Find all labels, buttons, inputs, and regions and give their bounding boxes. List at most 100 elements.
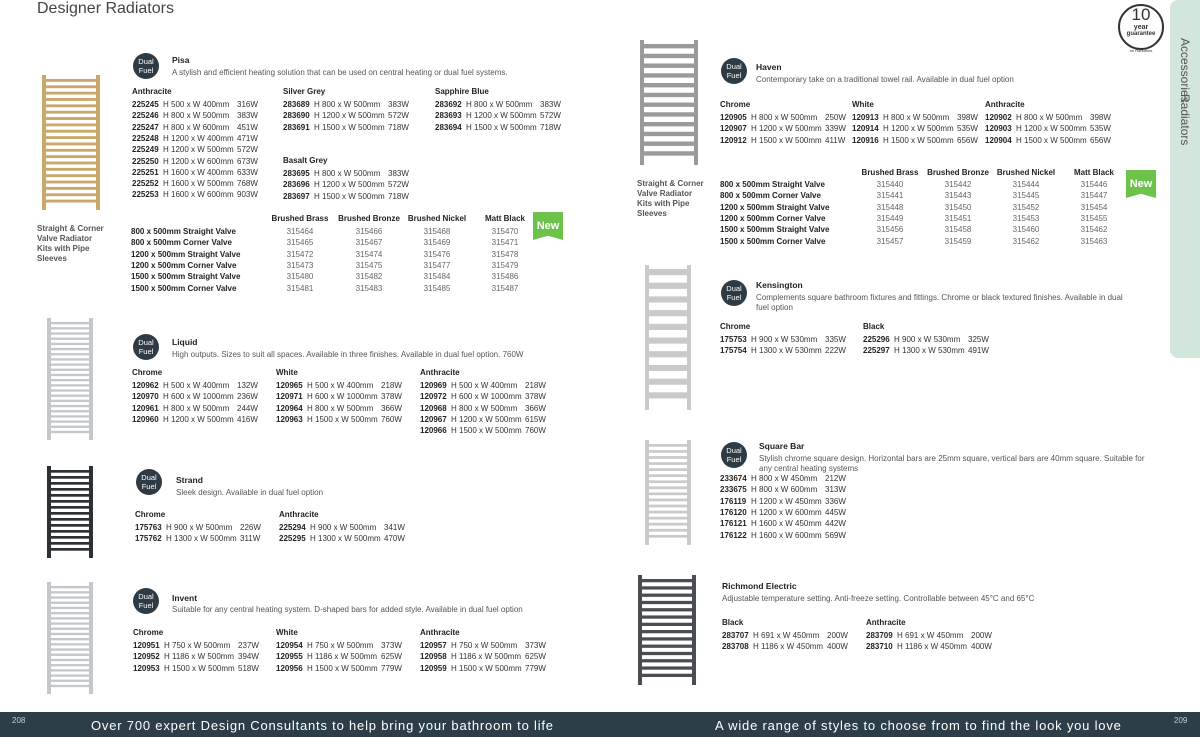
product-size: H 600 x W 1000mm [307,392,378,402]
column-heading: Anthracite [866,618,906,627]
column-heading: White [852,100,874,109]
product-description: Suitable for any central heating system.… [172,605,523,614]
product-description: Complements square bathroom fixtures and… [756,293,1123,312]
product-output: 313W [825,485,846,495]
kit-code: 315482 [355,272,383,282]
product-size: H 1200 x W 500mm [163,145,234,155]
product-output: 779W [525,663,546,673]
product-output: 325W [968,335,989,344]
product-size: H 500 x W 400mm [163,100,230,109]
kit-row-label: 1500 x 500mm Straight Valve [131,272,241,282]
product-code: 120912 [720,135,747,145]
product-size: H 1600 x W 500mm [163,179,234,189]
product-code: 225245 [132,100,159,109]
kit-code: 315476 [423,249,451,259]
product-size: H 1200 x W 500mm [1016,124,1087,134]
product-code: 120952 [133,652,160,662]
product-description: High outputs. Sizes to suit all spaces. … [172,350,524,359]
product-size: H 1500 x W 500mm [314,122,385,132]
kit-code: 315462 [1080,225,1108,235]
product-size: H 1200 x W 500mm [883,124,954,134]
product-size: H 1500 x W 500mm [307,663,378,673]
product-code: 120967 [420,414,447,424]
kit-heading: Matt Black [1073,168,1115,177]
kit-code: 315443 [944,191,972,201]
guarantee-line: on Radiators [1129,48,1153,53]
product-image [638,575,696,685]
product-output: 760W [381,414,402,424]
product-output: 572W [540,111,561,121]
product-output: 212W [825,474,846,483]
product-size: H 1200 x W 600mm [751,507,822,517]
product-output: 760W [525,426,546,436]
product-name: Liquid [172,337,198,347]
column-heading: Black [722,618,744,627]
product-output: 572W [388,180,409,190]
kit-code: 315446 [1080,180,1108,189]
product-size: H 1200 x W 500mm [314,180,385,190]
column-heading: Chrome [132,368,163,377]
product-code: 120958 [420,652,447,662]
product-size: H 800 x W 500mm [314,100,381,109]
page-number: 209 [1174,716,1188,725]
product-code: 233674 [720,474,747,483]
product-code: 120966 [420,426,447,436]
kit-row-label: 800 x 500mm Straight Valve [131,227,236,236]
product-code: 283689 [283,100,310,109]
kit-code: 315472 [286,249,314,259]
kit-heading: Matt Black [484,214,526,223]
product-output: 673W [237,156,258,166]
product-output: 779W [381,663,402,673]
dual-fuel-badge: Dual Fuel [133,334,159,360]
side-tab [1170,0,1200,358]
product-code: 283707 [722,631,749,640]
product-output: 411W [825,135,846,145]
product-output: 625W [381,652,402,662]
dual-fuel-badge: Dual Fuel [133,588,159,614]
product-output: 451W [237,122,258,132]
product-code: 120913 [852,113,879,122]
product-name: Invent [172,593,198,603]
product-output: 518W [238,663,259,673]
product-output: 226W [240,523,261,532]
product-output: 400W [971,642,992,652]
side-tab-top: Accessories [1178,38,1192,103]
product-code: 225294 [279,523,306,532]
product-code: 120959 [420,663,447,673]
kit-code: 315475 [355,260,383,270]
product-code: 225251 [132,167,159,177]
kit-code: 315487 [491,283,519,293]
product-code: 283697 [283,191,310,201]
kit-code: 315468 [423,227,451,236]
kit-code: 315460 [1012,225,1040,235]
product-output: 383W [388,100,409,109]
column-heading: Anthracite [420,368,460,377]
kit-code: 315442 [944,180,972,189]
kit-code: 315477 [423,260,451,270]
product-code: 225250 [132,156,159,166]
product-code: 120957 [420,641,447,650]
product-output: 535W [1090,124,1111,134]
product-code: 120903 [985,124,1012,134]
product-size: H 1500 x W 500mm [314,191,385,201]
product-output: 625W [525,652,546,662]
product-output: 373W [525,641,546,650]
product-size: H 1500 x W 500mm [164,663,235,673]
product-size: H 800 x W 500mm [451,403,518,413]
product-code: 175754 [720,346,747,356]
kit-code: 315453 [1012,213,1040,223]
product-code: 120914 [852,124,879,134]
product-code: 283695 [283,169,310,178]
kit-label: Straight & Corner Valve Radiator Kits wi… [37,224,104,263]
product-code: 120962 [132,381,159,390]
kit-code: 315471 [491,238,519,248]
kit-code: 315445 [1012,191,1040,201]
kit-code: 315463 [1080,236,1108,246]
column-heading: Anthracite [420,628,460,637]
product-output: 366W [381,403,402,413]
kit-code: 315485 [423,283,451,293]
product-output: 200W [971,631,992,640]
kit-heading: Brushed Bronze [338,214,400,223]
product-output: 471W [237,133,258,143]
